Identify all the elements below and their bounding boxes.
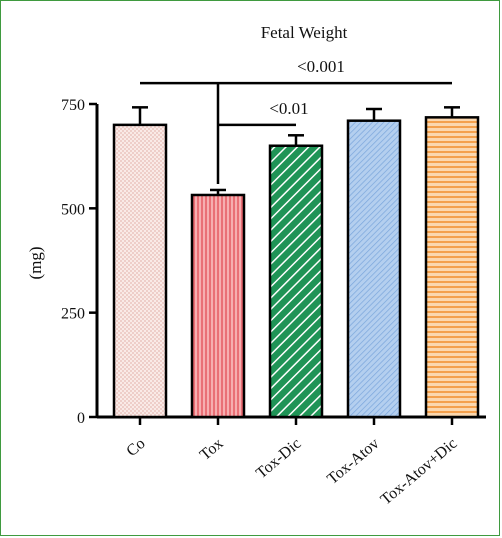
p-value-label: <0.01: [269, 99, 308, 118]
chart-title: Fetal Weight: [261, 23, 348, 42]
x-tick-label: Tox-Dic: [253, 435, 305, 482]
y-tick-label: 0: [77, 410, 85, 427]
y-axis-label: (mg): [26, 246, 45, 279]
x-tick-label: Tox: [197, 435, 227, 464]
x-tick-label: Tox-Atov+Dic: [378, 435, 461, 509]
x-tick-label: Tox-Atov: [324, 435, 382, 488]
bar-co: [112, 123, 168, 419]
y-tick-label: 750: [61, 97, 85, 114]
x-tick-label: Co: [123, 435, 148, 460]
bar-tox: [190, 193, 246, 419]
y-tick-label: 500: [61, 201, 85, 218]
bar-tox-atov-dic: [424, 116, 480, 419]
bar-tox-atov: [346, 119, 402, 419]
p-value-label: <0.001: [297, 57, 345, 76]
y-tick-label: 250: [61, 306, 85, 323]
bar-tox-dic: [268, 144, 324, 419]
